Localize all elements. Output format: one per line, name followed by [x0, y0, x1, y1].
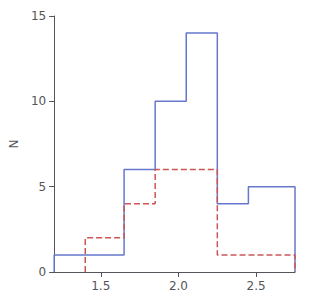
svg-text:2.5: 2.5 [247, 279, 266, 293]
svg-text:2.0: 2.0 [169, 279, 188, 293]
svg-text:10: 10 [31, 94, 46, 108]
svg-text:15: 15 [31, 9, 46, 23]
svg-text:5: 5 [39, 180, 47, 194]
svg-text:0: 0 [39, 265, 47, 279]
svg-text:N: N [7, 140, 21, 149]
svg-text:1.5: 1.5 [91, 279, 110, 293]
